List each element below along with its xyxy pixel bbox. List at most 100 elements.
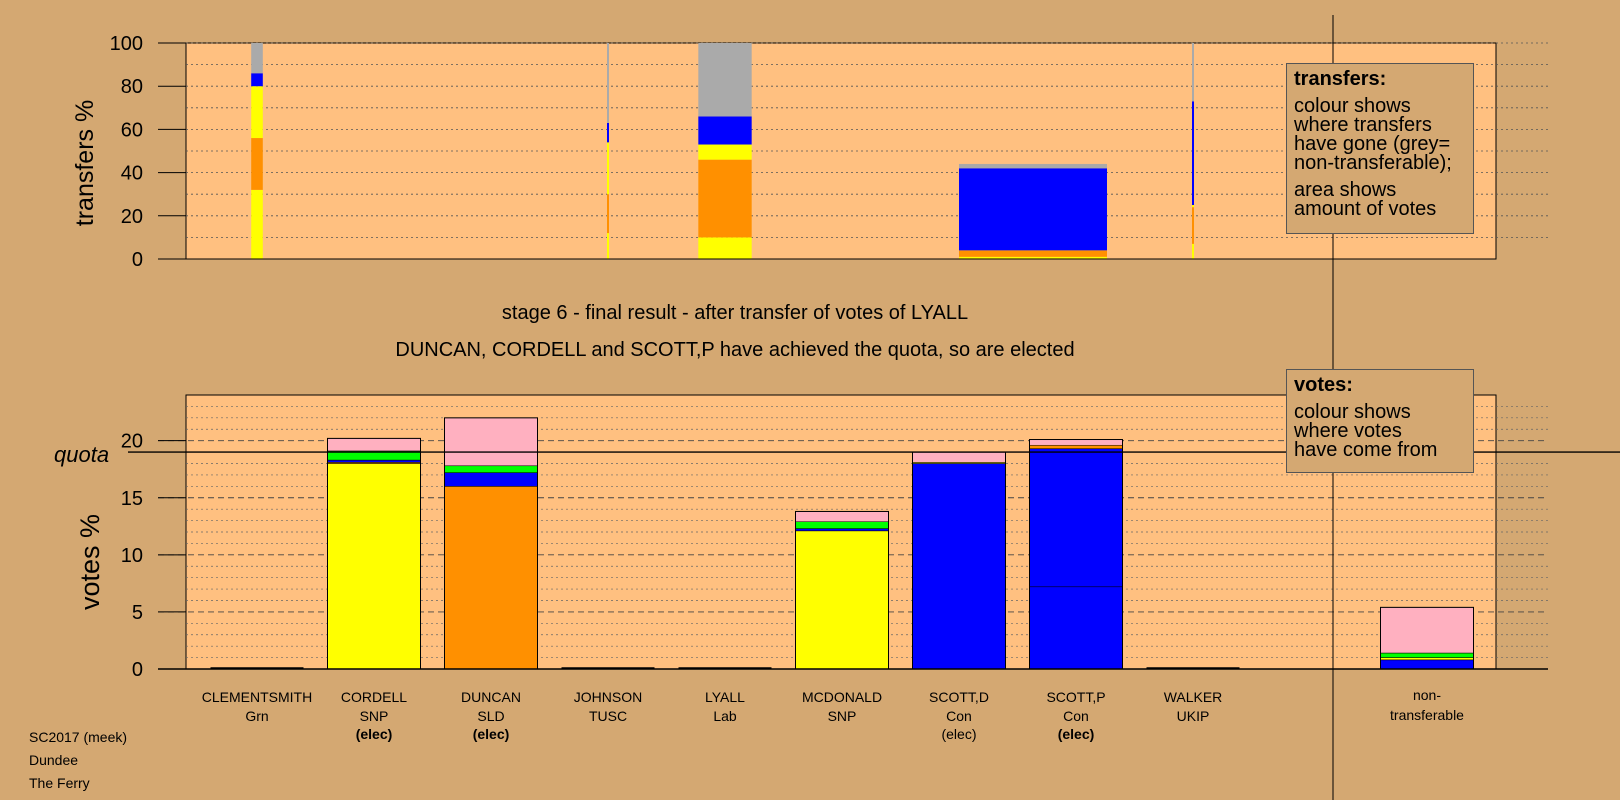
- candidate-party-label: UKIP: [1177, 708, 1210, 724]
- vote-segment-sld: [444, 486, 538, 670]
- transfer-segment-sld: [698, 159, 752, 238]
- vote-segment-lab: [444, 417, 538, 467]
- vote-segment-con: [444, 472, 538, 487]
- candidate-party-label: Lab: [713, 708, 737, 724]
- votes-tick-label: 0: [132, 659, 143, 681]
- candidate-name-label: SCOTT,D: [929, 689, 989, 705]
- transfer-segment-snp: [1192, 243, 1194, 259]
- transfer-segment-snp: [698, 237, 752, 259]
- transfer-bar-scott-d: [959, 163, 1107, 259]
- candidate-name-label: MCDONALD: [802, 689, 882, 705]
- transfers-tick-label: 40: [121, 163, 143, 185]
- transfer-segment-sld: [1192, 207, 1194, 244]
- candidate-name-label: CLEMENTSMITH: [202, 689, 312, 705]
- candidate-party-label: Grn: [245, 708, 268, 724]
- vote-segment-con: [327, 459, 421, 463]
- vote-segment-grn: [795, 521, 889, 529]
- transfer-segment-con: [1192, 101, 1194, 205]
- votes-tick-label: 15: [121, 488, 143, 510]
- vote-segment-grn: [1380, 652, 1474, 658]
- transfer-segment-con: [607, 122, 609, 143]
- transfer-segment-con: [251, 73, 263, 87]
- votes-tick-label: 20: [121, 431, 143, 453]
- transfers-legend: transfers: colour shows where transfers …: [1286, 63, 1474, 234]
- vote-segment-lab: [1380, 607, 1474, 654]
- transfer-bar-lyall: [698, 43, 752, 259]
- candidate-party-label: TUSC: [589, 708, 627, 724]
- votes-tick-label: 5: [132, 602, 143, 624]
- transfer-segment-non-transferable: [607, 43, 609, 123]
- vote-segment-lab: [327, 438, 421, 452]
- vote-segment-con: [795, 528, 889, 532]
- vote-bar-non-transferable: [1380, 606, 1474, 670]
- transfer-segment-non-transferable: [251, 43, 263, 74]
- transfer-segment-non-transferable: [698, 43, 752, 117]
- candidate-elected-label: (elec): [941, 726, 976, 742]
- transfer-segment-non-transferable: [959, 163, 1107, 169]
- candidate-name-label: LYALL: [705, 689, 745, 705]
- transfer-segment-con: [698, 116, 752, 145]
- transfer-bar-walker: [1192, 43, 1194, 259]
- votes-tick-label: 10: [121, 545, 143, 567]
- transfers-tick-label: 100: [110, 33, 143, 55]
- candidate-party-label: SNP: [828, 708, 857, 724]
- vote-segment-con: [1029, 586, 1123, 670]
- transfers-legend-title: transfers:: [1294, 68, 1387, 90]
- candidate-name-label: SCOTT,P: [1046, 689, 1105, 705]
- quota-label: quota: [54, 442, 109, 467]
- stage-title: stage 6 - final result - after transfer …: [502, 302, 968, 324]
- transfer-segment-non-transferable: [1192, 43, 1194, 102]
- vote-segment-grn: [444, 465, 538, 473]
- transfers-legend-text-2: area shows amount of votes: [1294, 179, 1437, 220]
- candidate-elected-label: (elec): [1058, 726, 1095, 742]
- vote-bar-duncan: [444, 417, 538, 670]
- transfers-tick-label: 0: [132, 249, 143, 271]
- transfer-segment-snp: [607, 142, 609, 195]
- footer-election: SC2017 (meek): [29, 729, 128, 745]
- vote-segment-con: [1380, 659, 1474, 670]
- transfer-segment-snp: [959, 256, 1107, 259]
- candidate-name-label: JOHNSON: [574, 689, 642, 705]
- nontransferable-label: transferable: [1390, 707, 1464, 723]
- vote-segment-lab: [795, 511, 889, 522]
- elected-message: DUNCAN, CORDELL and SCOTT,P have achieve…: [395, 339, 1074, 361]
- transfer-bar-johnson: [607, 43, 609, 259]
- candidate-elected-label: (elec): [356, 726, 393, 742]
- candidate-party-label: SNP: [360, 708, 389, 724]
- transfer-segment-sld: [607, 194, 609, 234]
- transfer-segment-snp: [251, 189, 263, 259]
- candidate-elected-label: (elec): [473, 726, 510, 742]
- votes-legend-text: colour shows where votes have come from: [1294, 401, 1438, 461]
- transfer-segment-sld: [251, 138, 263, 190]
- transfer-segment-snp: [1192, 205, 1194, 208]
- transfer-segment-con: [959, 168, 1107, 251]
- vote-bar-cordell: [327, 437, 421, 670]
- candidate-name-label: CORDELL: [341, 689, 407, 705]
- transfers-chart: 0 20 40 60 80 100: [110, 33, 1548, 271]
- vote-segment-snp: [795, 530, 889, 670]
- vote-segment-sld: [1029, 444, 1123, 449]
- transfer-segment-snp: [607, 233, 609, 259]
- candidate-name-label: DUNCAN: [461, 689, 521, 705]
- candidate-name-label: WALKER: [1164, 689, 1223, 705]
- votes-legend: votes: colour shows where votes have com…: [1286, 369, 1474, 473]
- transfers-tick-label: 20: [121, 206, 143, 228]
- vote-segment-lab: [912, 451, 1006, 463]
- candidate-party-label: SLD: [477, 708, 504, 724]
- transfers-tick-label: 80: [121, 76, 143, 98]
- transfers-legend-text-1: colour shows where transfers have gone (…: [1294, 95, 1452, 174]
- nontransferable-label: non-: [1413, 687, 1441, 703]
- vote-segment-con: [1029, 448, 1123, 588]
- candidate-party-label: Con: [1063, 708, 1089, 724]
- votes-chart: 0 5 10 15 20 CLEMENTSMITH Grn CORDELL SNP (elec) D…: [121, 394, 1620, 742]
- footer-council: Dundee: [29, 752, 79, 768]
- transfer-segment-snp: [251, 86, 263, 139]
- transfers-tick-label: 60: [121, 119, 143, 141]
- vote-segment-snp: [1380, 657, 1474, 661]
- transfer-bar-clementsmith: [251, 43, 263, 259]
- footer-ward: The Ferry: [29, 775, 90, 791]
- transfers-axis-label: transfers %: [71, 100, 99, 226]
- transfer-segment-snp: [698, 144, 752, 160]
- vote-segment-lab: [1029, 439, 1123, 446]
